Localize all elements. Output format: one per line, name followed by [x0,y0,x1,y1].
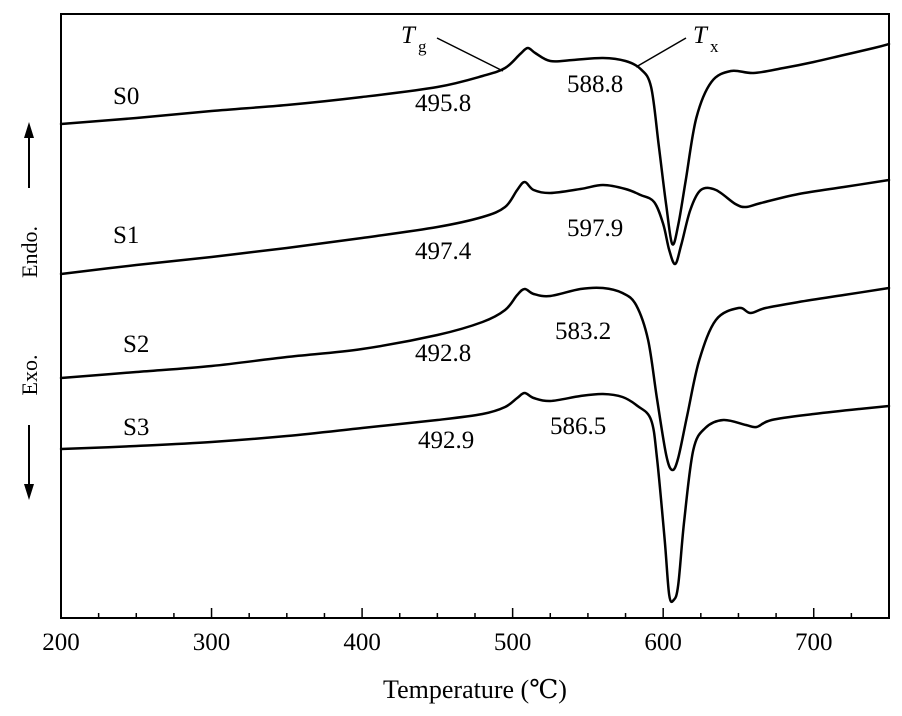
x-axis-title: Temperature (℃) [383,675,567,704]
tx-value-s2: 583.2 [555,318,611,345]
y-axis-side-labels: Endo. Exo. [17,122,42,500]
exo-label: Exo. [17,355,42,396]
tg-value-s1: 497.4 [415,238,472,265]
x-tick-label: 700 [795,629,833,656]
series-line-s0 [59,42,891,246]
tg-leader-line [436,37,504,72]
tx-marker: T x [635,22,719,68]
annotations: T g T x S0 495.8 588.8 S1 497.4 597.9 S2 492.8 5… [113,22,719,454]
x-tick-label: 600 [644,629,682,656]
tx-marker-subscript: x [710,37,719,56]
tg-value-s2: 492.8 [415,340,471,367]
series-label-s3: S3 [123,414,149,441]
tx-marker-symbol: T [693,22,709,49]
tg-marker: T g [401,22,504,72]
series-curves [59,42,891,604]
x-axis-tick-labels: 200 300 400 500 600 700 [42,629,832,656]
series-label-s1: S1 [113,222,139,249]
endo-label: Endo. [17,226,42,278]
x-tick-label: 300 [193,629,231,656]
endo-arrow-head [24,122,34,138]
tx-leader-line [635,37,687,68]
tg-marker-symbol: T [401,22,417,49]
tx-value-s0: 588.8 [567,71,623,98]
x-tick-label: 500 [494,629,532,656]
plot-frame [60,13,890,619]
x-tick-label: 400 [343,629,381,656]
tg-value-s3: 492.9 [418,427,474,454]
tx-value-s3: 586.5 [550,413,606,440]
exo-arrow-head [24,484,34,500]
tg-marker-subscript: g [418,37,427,56]
series-line-s2 [59,286,891,472]
x-tick-label: 200 [42,629,80,656]
tx-value-s1: 597.9 [567,215,623,242]
series-line-s3 [59,391,891,604]
x-axis-ticks [60,608,890,618]
series-label-s2: S2 [123,331,149,358]
series-label-s0: S0 [113,83,139,110]
series-line-s1 [59,178,891,276]
tg-value-s0: 495.8 [415,90,471,117]
